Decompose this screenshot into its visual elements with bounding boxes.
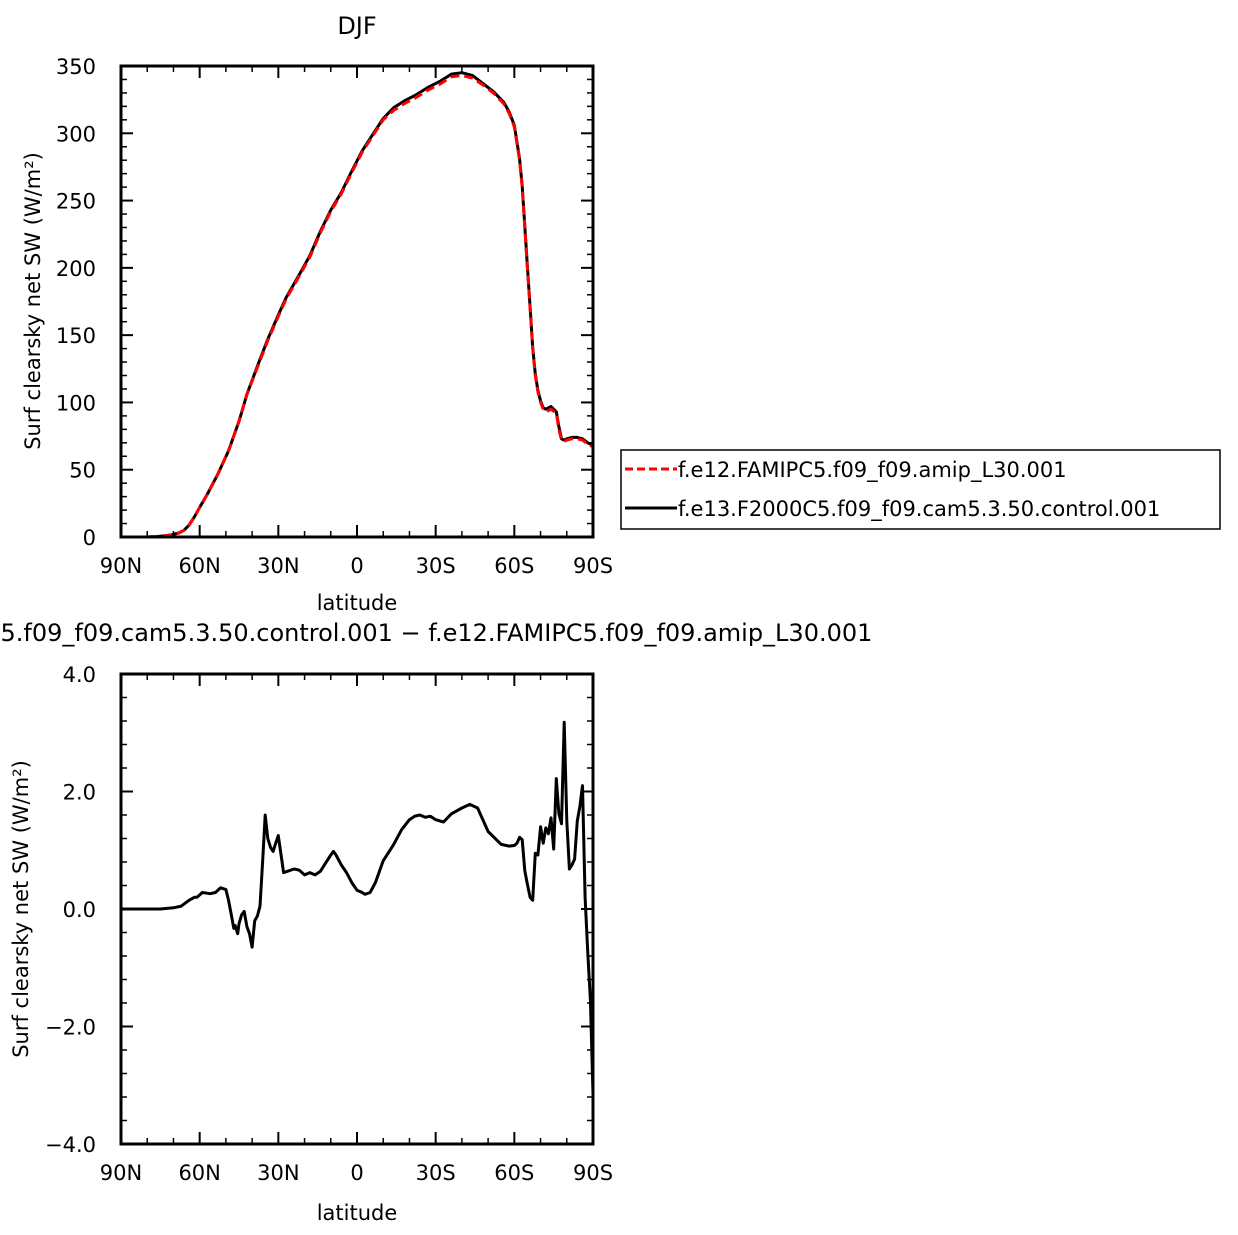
bottom-x-axis-title: latitude: [317, 1201, 398, 1225]
top-series-group: [121, 71, 594, 539]
top-x-tick-label-3: 0: [350, 554, 363, 578]
bottom-panel: f.e13.F2000C5.f09_f09.cam5.3.50.control.…: [0, 619, 872, 1225]
top-x-tick-label-6: 90S: [573, 554, 613, 578]
top-series-line-2: [121, 71, 594, 539]
top-y-tick-label-0: 0: [83, 526, 96, 550]
bottom-series-group: [121, 720, 595, 1095]
top-panel: DJF 90N 60N 30N 0 30S 60S 90S 0 50 100 150 200 250 30…: [21, 12, 613, 615]
bottom-x-tick-label-6: 90S: [573, 1161, 613, 1185]
top-x-tick-label-2: 30N: [257, 554, 299, 578]
bottom-y-tick-label-3: 2.0: [63, 781, 96, 805]
top-y-axis-title: Surf clearsky net SW (W/m²): [21, 152, 45, 450]
bottom-y-tick-label-1: −2.0: [45, 1016, 96, 1040]
bottom-y-axis-title: Surf clearsky net SW (W/m²): [9, 760, 33, 1058]
top-ticks-group: 90N 60N 30N 0 30S 60S 90S 0 50 100 150 200 250 300 350: [56, 55, 613, 578]
bottom-x-tick-label-4: 30S: [416, 1161, 456, 1185]
bottom-x-tick-label-3: 0: [350, 1161, 363, 1185]
top-x-axis-title: latitude: [317, 591, 398, 615]
bottom-y-tick-label-2: 0.0: [63, 898, 96, 922]
legend-label-series-1: f.e12.FAMIPC5.f09_f09.amip_L30.001: [678, 458, 1067, 483]
legend-label-series-2: f.e13.F2000C5.f09_f09.cam5.3.50.control.…: [678, 497, 1160, 522]
bottom-ticks-group: 90N 60N 30N 0 30S 60S 90S −4.0 −2.0 0.0 2.0 4.0: [45, 663, 613, 1185]
bottom-y-tick-label-0: −4.0: [45, 1133, 96, 1157]
top-x-tick-label-1: 60N: [178, 554, 220, 578]
bottom-x-tick-label-2: 30N: [257, 1161, 299, 1185]
top-y-tick-label-3: 150: [56, 324, 96, 348]
top-chart-title: DJF: [337, 12, 376, 40]
bottom-x-tick-label-0: 90N: [100, 1161, 142, 1185]
bottom-plot-frame: [119, 672, 595, 1146]
top-y-tick-label-5: 250: [56, 190, 96, 214]
top-y-tick-label-6: 300: [56, 122, 96, 146]
top-plot-frame: [119, 64, 595, 539]
bottom-series-line-1: [121, 720, 595, 1095]
top-x-tick-label-4: 30S: [416, 554, 456, 578]
legend: f.e12.FAMIPC5.f09_f09.amip_L30.001 f.e13…: [620, 449, 1221, 530]
top-y-tick-label-7: 350: [56, 55, 96, 79]
top-y-tick-label-4: 200: [56, 257, 96, 281]
top-x-tick-label-0: 90N: [100, 554, 142, 578]
top-y-tick-label-1: 50: [69, 459, 96, 483]
bottom-x-tick-label-5: 60S: [494, 1161, 534, 1185]
bottom-x-tick-label-1: 60N: [178, 1161, 220, 1185]
bottom-chart-title: f.e13.F2000C5.f09_f09.cam5.3.50.control.…: [0, 619, 872, 647]
bottom-y-tick-label-4: 4.0: [63, 663, 96, 687]
legend-box: [620, 449, 1221, 530]
top-series-line-1: [121, 73, 594, 539]
top-x-tick-label-5: 60S: [494, 554, 534, 578]
top-y-tick-label-2: 100: [56, 391, 96, 415]
